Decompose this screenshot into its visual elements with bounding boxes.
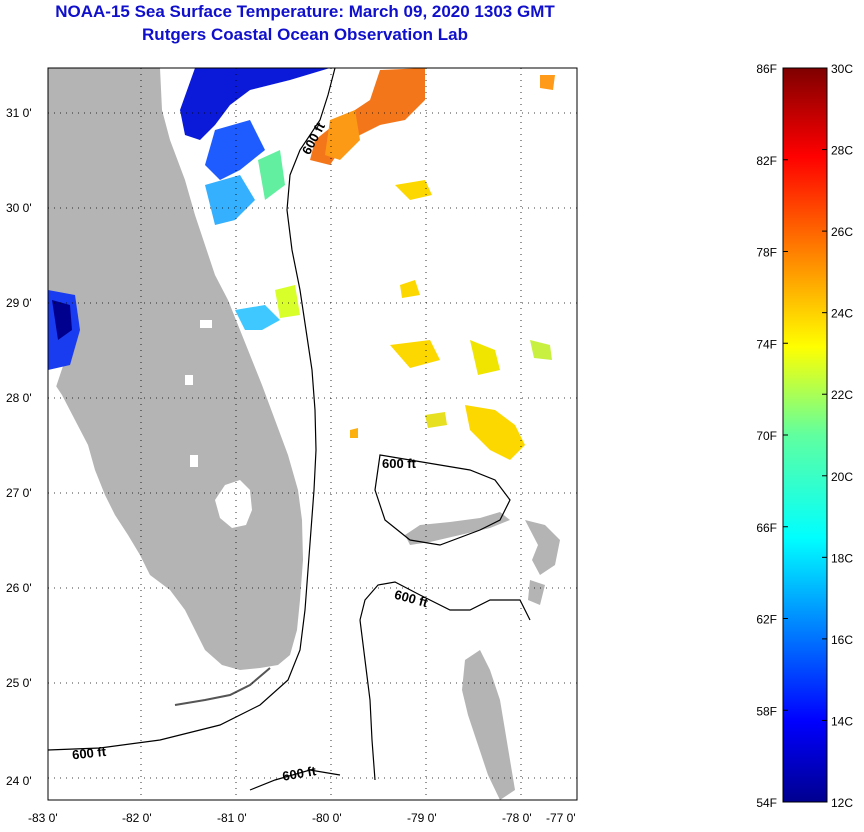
colorbar-fahrenheit-label: 70F <box>756 429 777 443</box>
colorbar-gradient <box>782 67 828 803</box>
colorbar-celsius-label: 28C <box>831 144 853 158</box>
map-frame <box>47 67 578 801</box>
abaco-island <box>525 520 560 575</box>
colorbar-celsius-label: 14C <box>831 714 853 728</box>
y-tick-label: 29 0' <box>6 296 32 310</box>
contour-label: 600 ft <box>382 456 417 471</box>
y-tick-label: 24 0' <box>6 774 32 788</box>
colorbar-fahrenheit-label: 58F <box>756 704 777 718</box>
colorbar-fahrenheit-label: 86F <box>756 62 777 76</box>
y-tick-label: 27 0' <box>6 486 32 500</box>
colorbar-celsius-label: 24C <box>831 307 853 321</box>
y-tick-label: 25 0' <box>6 676 32 690</box>
colorbar-celsius-label: 12C <box>831 796 853 810</box>
x-tick-label: -79 0' <box>407 811 437 825</box>
colorbar-fahrenheit-label: 82F <box>756 154 777 168</box>
y-tick-label: 30 0' <box>6 201 32 215</box>
colorbar-celsius-label: 26C <box>831 225 853 239</box>
map-title: NOAA-15 Sea Surface Temperature: March 0… <box>55 2 555 21</box>
x-tick-label: -77 0' <box>546 811 576 825</box>
colorbar-celsius-label: 16C <box>831 633 853 647</box>
y-axis: 31 0' 30 0' 29 0' 28 0' 27 0' 26 0' 25 0… <box>6 106 32 788</box>
andros-island <box>462 650 515 800</box>
temperature-colorbar: 86F 82F 78F 74F 70F 66F 62F 58F 54F 30C 28C 26C 24C… <box>756 62 853 810</box>
florida-keys <box>174 667 271 706</box>
grand-bahama <box>405 512 510 545</box>
map-subtitle: Rutgers Coastal Ocean Observation Lab <box>142 25 468 44</box>
contour-label: 600 ft <box>281 763 318 784</box>
sst-patches <box>48 68 555 460</box>
colorbar-fahrenheit-label: 66F <box>756 521 777 535</box>
inland-lake <box>185 375 193 385</box>
colorbar-celsius-label: 20C <box>831 470 853 484</box>
colorbar-fahrenheit-label: 74F <box>756 337 777 351</box>
colorbar-celsius-label: 30C <box>831 62 853 76</box>
inland-lake <box>200 320 212 328</box>
y-tick-label: 31 0' <box>6 106 32 120</box>
colorbar-fahrenheit-label: 78F <box>756 246 777 260</box>
map-gridlines <box>48 68 577 800</box>
colorbar-fahrenheit-label: 54F <box>756 796 777 810</box>
x-tick-label: -81 0' <box>217 811 247 825</box>
colorbar-celsius-label: 18C <box>831 551 853 565</box>
colorbar-celsius-label: 22C <box>831 388 853 402</box>
contour-label: 600 ft <box>71 744 107 763</box>
x-tick-label: -83 0' <box>28 811 58 825</box>
x-axis: -83 0' -82 0' -81 0' -80 0' -79 0' -78 0… <box>28 811 576 825</box>
y-tick-label: 28 0' <box>6 391 32 405</box>
depth-contours <box>48 68 531 791</box>
y-tick-label: 26 0' <box>6 581 32 595</box>
x-tick-label: -78 0' <box>502 811 532 825</box>
lake-okeechobee <box>215 480 252 528</box>
inland-lake <box>190 455 198 467</box>
colorbar-fahrenheit-label: 62F <box>756 613 777 627</box>
x-tick-label: -82 0' <box>122 811 152 825</box>
x-tick-label: -80 0' <box>312 811 342 825</box>
abaco-south <box>528 580 545 605</box>
